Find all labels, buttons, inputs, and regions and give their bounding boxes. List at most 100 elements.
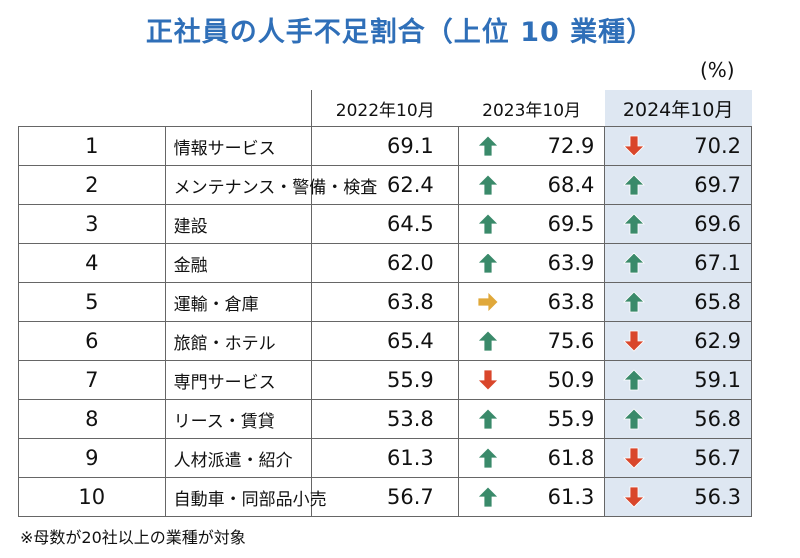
up-arrow-icon [476, 252, 499, 274]
down-arrow-icon [623, 135, 646, 157]
value-2023-cell: 61.8 [458, 438, 606, 478]
industry-text: 専門サービス [173, 372, 276, 393]
right-arrow-icon [477, 291, 499, 313]
value-2024-cell: 56.3 [604, 477, 752, 517]
value-2023-text: 61.8 [547, 446, 595, 470]
up-arrow-icon [476, 330, 499, 352]
up-arrow-icon [623, 252, 646, 274]
industry-cell: リース・賃貸 [165, 399, 313, 439]
value-2022-text: 62.4 [387, 173, 434, 197]
table-row: 7 専門サービス 55.9 50.9 59.1 [18, 360, 752, 400]
table-row: 10 自動車・同部品小売 56.7 61.3 56.3 [18, 477, 752, 517]
rank-cell: 6 [18, 321, 166, 361]
value-2023-text: 68.4 [547, 173, 595, 197]
up-arrow-icon [476, 174, 499, 196]
footnote: ※母数が20社以上の業種が対象 [20, 528, 246, 547]
industry-text: 建設 [173, 216, 208, 237]
rank-text: 2 [85, 173, 99, 197]
header-blank [18, 90, 313, 127]
table-row: 6 旅館・ホテル 65.4 75.6 62.9 [18, 321, 752, 361]
value-2022-text: 53.8 [387, 407, 434, 431]
table-row: 5 運輸・倉庫 63.8 63.8 65.8 [18, 282, 752, 322]
value-2024-text: 65.8 [694, 290, 741, 314]
industry-text: 人材派遣・紹介 [173, 450, 293, 471]
industry-text: 自動車・同部品小売 [173, 489, 327, 510]
value-2024-cell: 69.7 [604, 165, 752, 205]
value-2023-text: 61.3 [547, 485, 595, 509]
down-arrow-icon [623, 330, 646, 352]
up-arrow-icon [623, 408, 646, 430]
value-2024-text: 56.7 [694, 446, 741, 470]
down-arrow-icon [476, 369, 499, 391]
rank-text: 9 [85, 446, 99, 470]
up-arrow-icon [476, 447, 499, 469]
industry-text: 金融 [173, 255, 208, 276]
value-2022-cell: 64.5 [311, 204, 459, 244]
rank-text: 4 [85, 251, 99, 275]
value-2022-cell: 55.9 [311, 360, 459, 400]
value-2022-text: 69.1 [387, 134, 434, 158]
value-2024-cell: 69.6 [604, 204, 752, 244]
header-2023: 2023年10月 [482, 100, 582, 121]
value-2023-cell: 75.6 [458, 321, 606, 361]
value-2024-cell: 56.8 [604, 399, 752, 439]
table-row: 2 メンテナンス・警備・検査 62.4 68.4 69.7 [18, 165, 752, 205]
up-arrow-icon [476, 408, 499, 430]
down-arrow-icon [623, 447, 646, 469]
rank-text: 3 [85, 212, 99, 236]
value-2023-text: 63.9 [547, 251, 595, 275]
value-2022-text: 64.5 [387, 212, 434, 236]
industry-text: 運輸・倉庫 [173, 294, 259, 315]
value-2024-cell: 65.8 [604, 282, 752, 322]
table-row: 9 人材派遣・紹介 61.3 61.8 56.7 [18, 438, 752, 478]
value-2023-text: 75.6 [547, 329, 595, 353]
industry-cell: 専門サービス [165, 360, 313, 400]
value-2024-text: 56.8 [694, 407, 741, 431]
value-2023-text: 50.9 [547, 368, 595, 392]
up-arrow-icon [476, 135, 499, 157]
rank-text: 5 [85, 290, 99, 314]
rank-text: 6 [85, 329, 99, 353]
value-2024-text: 56.3 [694, 485, 741, 509]
up-arrow-icon [623, 174, 646, 196]
value-2022-text: 55.9 [387, 368, 434, 392]
industry-cell: 建設 [165, 204, 313, 244]
value-2022-cell: 62.0 [311, 243, 459, 283]
value-2022-cell: 61.3 [311, 438, 459, 478]
industry-text: リース・賃貸 [173, 411, 275, 432]
rank-text: 8 [85, 407, 99, 431]
rank-cell: 9 [18, 438, 166, 478]
industry-cell: 人材派遣・紹介 [165, 438, 313, 478]
value-2024-text: 59.1 [694, 368, 741, 392]
value-2024-cell: 56.7 [604, 438, 752, 478]
industry-cell: メンテナンス・警備・検査 [165, 165, 377, 205]
industry-text: 旅館・ホテル [173, 333, 276, 354]
up-arrow-icon [476, 213, 499, 235]
value-2024-text: 69.6 [694, 212, 741, 236]
header-row: 2022年10月 2023年10月 2024年10月 [18, 90, 752, 127]
value-2024-text: 69.7 [694, 173, 741, 197]
rank-text: 1 [85, 134, 99, 158]
value-2022-cell: 56.7 [311, 477, 459, 517]
value-2022-cell: 69.1 [311, 126, 459, 166]
chart-title: 正社員の人手不足割合（上位 10 業種） [145, 17, 655, 48]
value-2022-cell: 65.4 [311, 321, 459, 361]
industry-cell: 金融 [165, 243, 313, 283]
value-2023-cell: 68.4 [458, 165, 606, 205]
industry-text: 情報サービス [173, 138, 276, 159]
value-2023-cell: 61.3 [458, 477, 606, 517]
rank-cell: 3 [18, 204, 166, 244]
value-2023-cell: 72.9 [458, 126, 606, 166]
industry-cell: 運輸・倉庫 [165, 282, 313, 322]
up-arrow-icon [623, 213, 646, 235]
value-2022-cell: 62.4 [311, 165, 459, 205]
shortage-table: 2022年10月 2023年10月 2024年10月 1 情報サービス 69.1 72… [18, 90, 752, 517]
industry-cell: 自動車・同部品小売 [165, 477, 327, 517]
value-2023-cell: 63.8 [458, 282, 606, 322]
value-2023-text: 63.8 [547, 290, 595, 314]
value-2022-cell: 63.8 [311, 282, 459, 322]
rank-cell: 4 [18, 243, 166, 283]
value-2024-cell: 59.1 [604, 360, 752, 400]
up-arrow-icon [476, 486, 499, 508]
rank-cell: 8 [18, 399, 166, 439]
